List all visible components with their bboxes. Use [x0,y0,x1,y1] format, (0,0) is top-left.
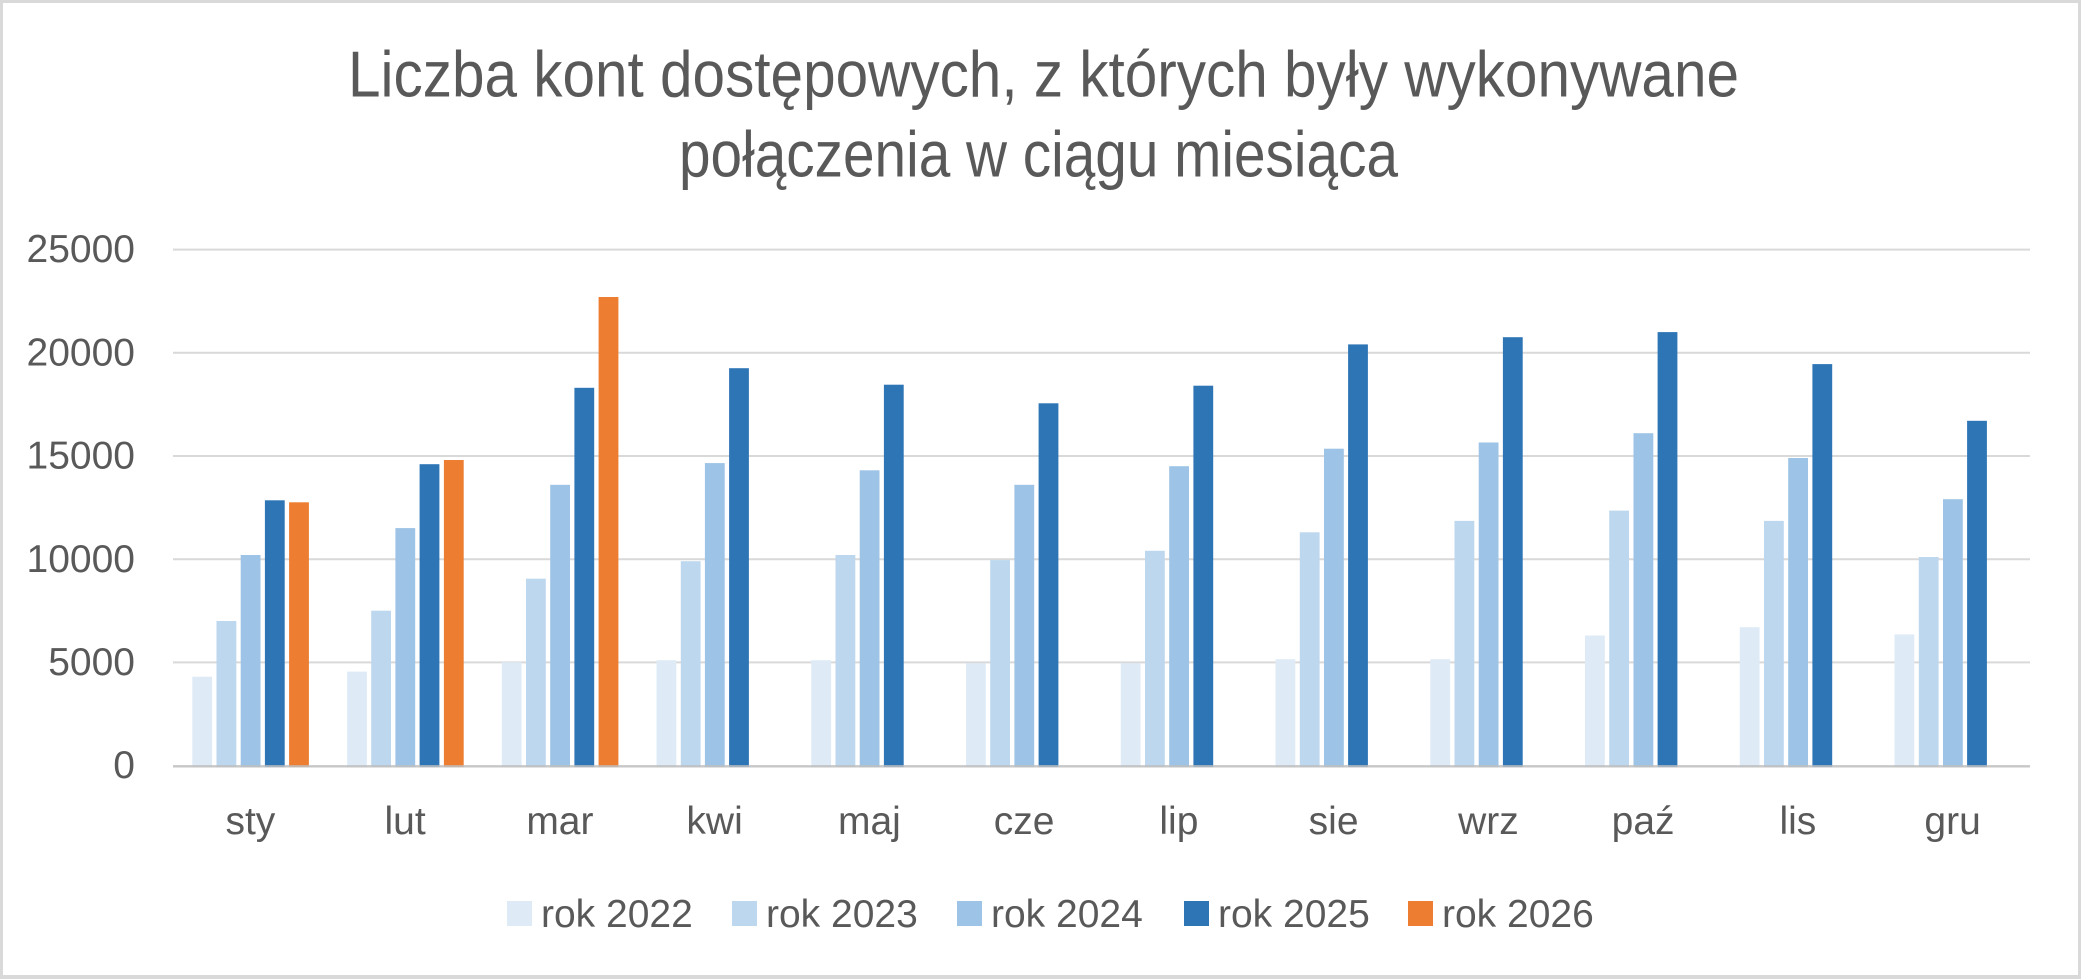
svg-text:lip: lip [1159,800,1198,843]
svg-text:rok 2026: rok 2026 [1442,893,1594,936]
svg-text:0: 0 [113,744,135,787]
svg-text:gru: gru [1924,800,1980,843]
svg-text:10000: 10000 [27,538,135,581]
svg-text:sie: sie [1309,800,1359,843]
svg-text:Liczba kont dostępowych, z któ: Liczba kont dostępowych, z których były … [348,38,1739,110]
svg-text:połączenia w ciągu miesiąca: połączenia w ciągu miesiąca [679,118,1398,190]
svg-text:15000: 15000 [27,435,135,478]
svg-text:25000: 25000 [27,228,135,271]
svg-text:rok 2025: rok 2025 [1218,893,1370,936]
svg-text:20000: 20000 [27,331,135,374]
svg-text:lut: lut [384,800,425,843]
svg-text:cze: cze [994,800,1055,843]
svg-text:5000: 5000 [48,641,135,684]
svg-text:sty: sty [225,800,275,843]
svg-text:rok 2024: rok 2024 [991,893,1143,936]
svg-text:rok 2022: rok 2022 [541,893,693,936]
svg-text:paź: paź [1612,800,1675,843]
svg-text:mar: mar [526,800,593,843]
svg-text:kwi: kwi [686,800,742,843]
svg-text:wrz: wrz [1457,800,1519,843]
svg-text:rok 2023: rok 2023 [766,893,918,936]
svg-text:lis: lis [1779,800,1816,843]
svg-text:maj: maj [838,800,901,843]
